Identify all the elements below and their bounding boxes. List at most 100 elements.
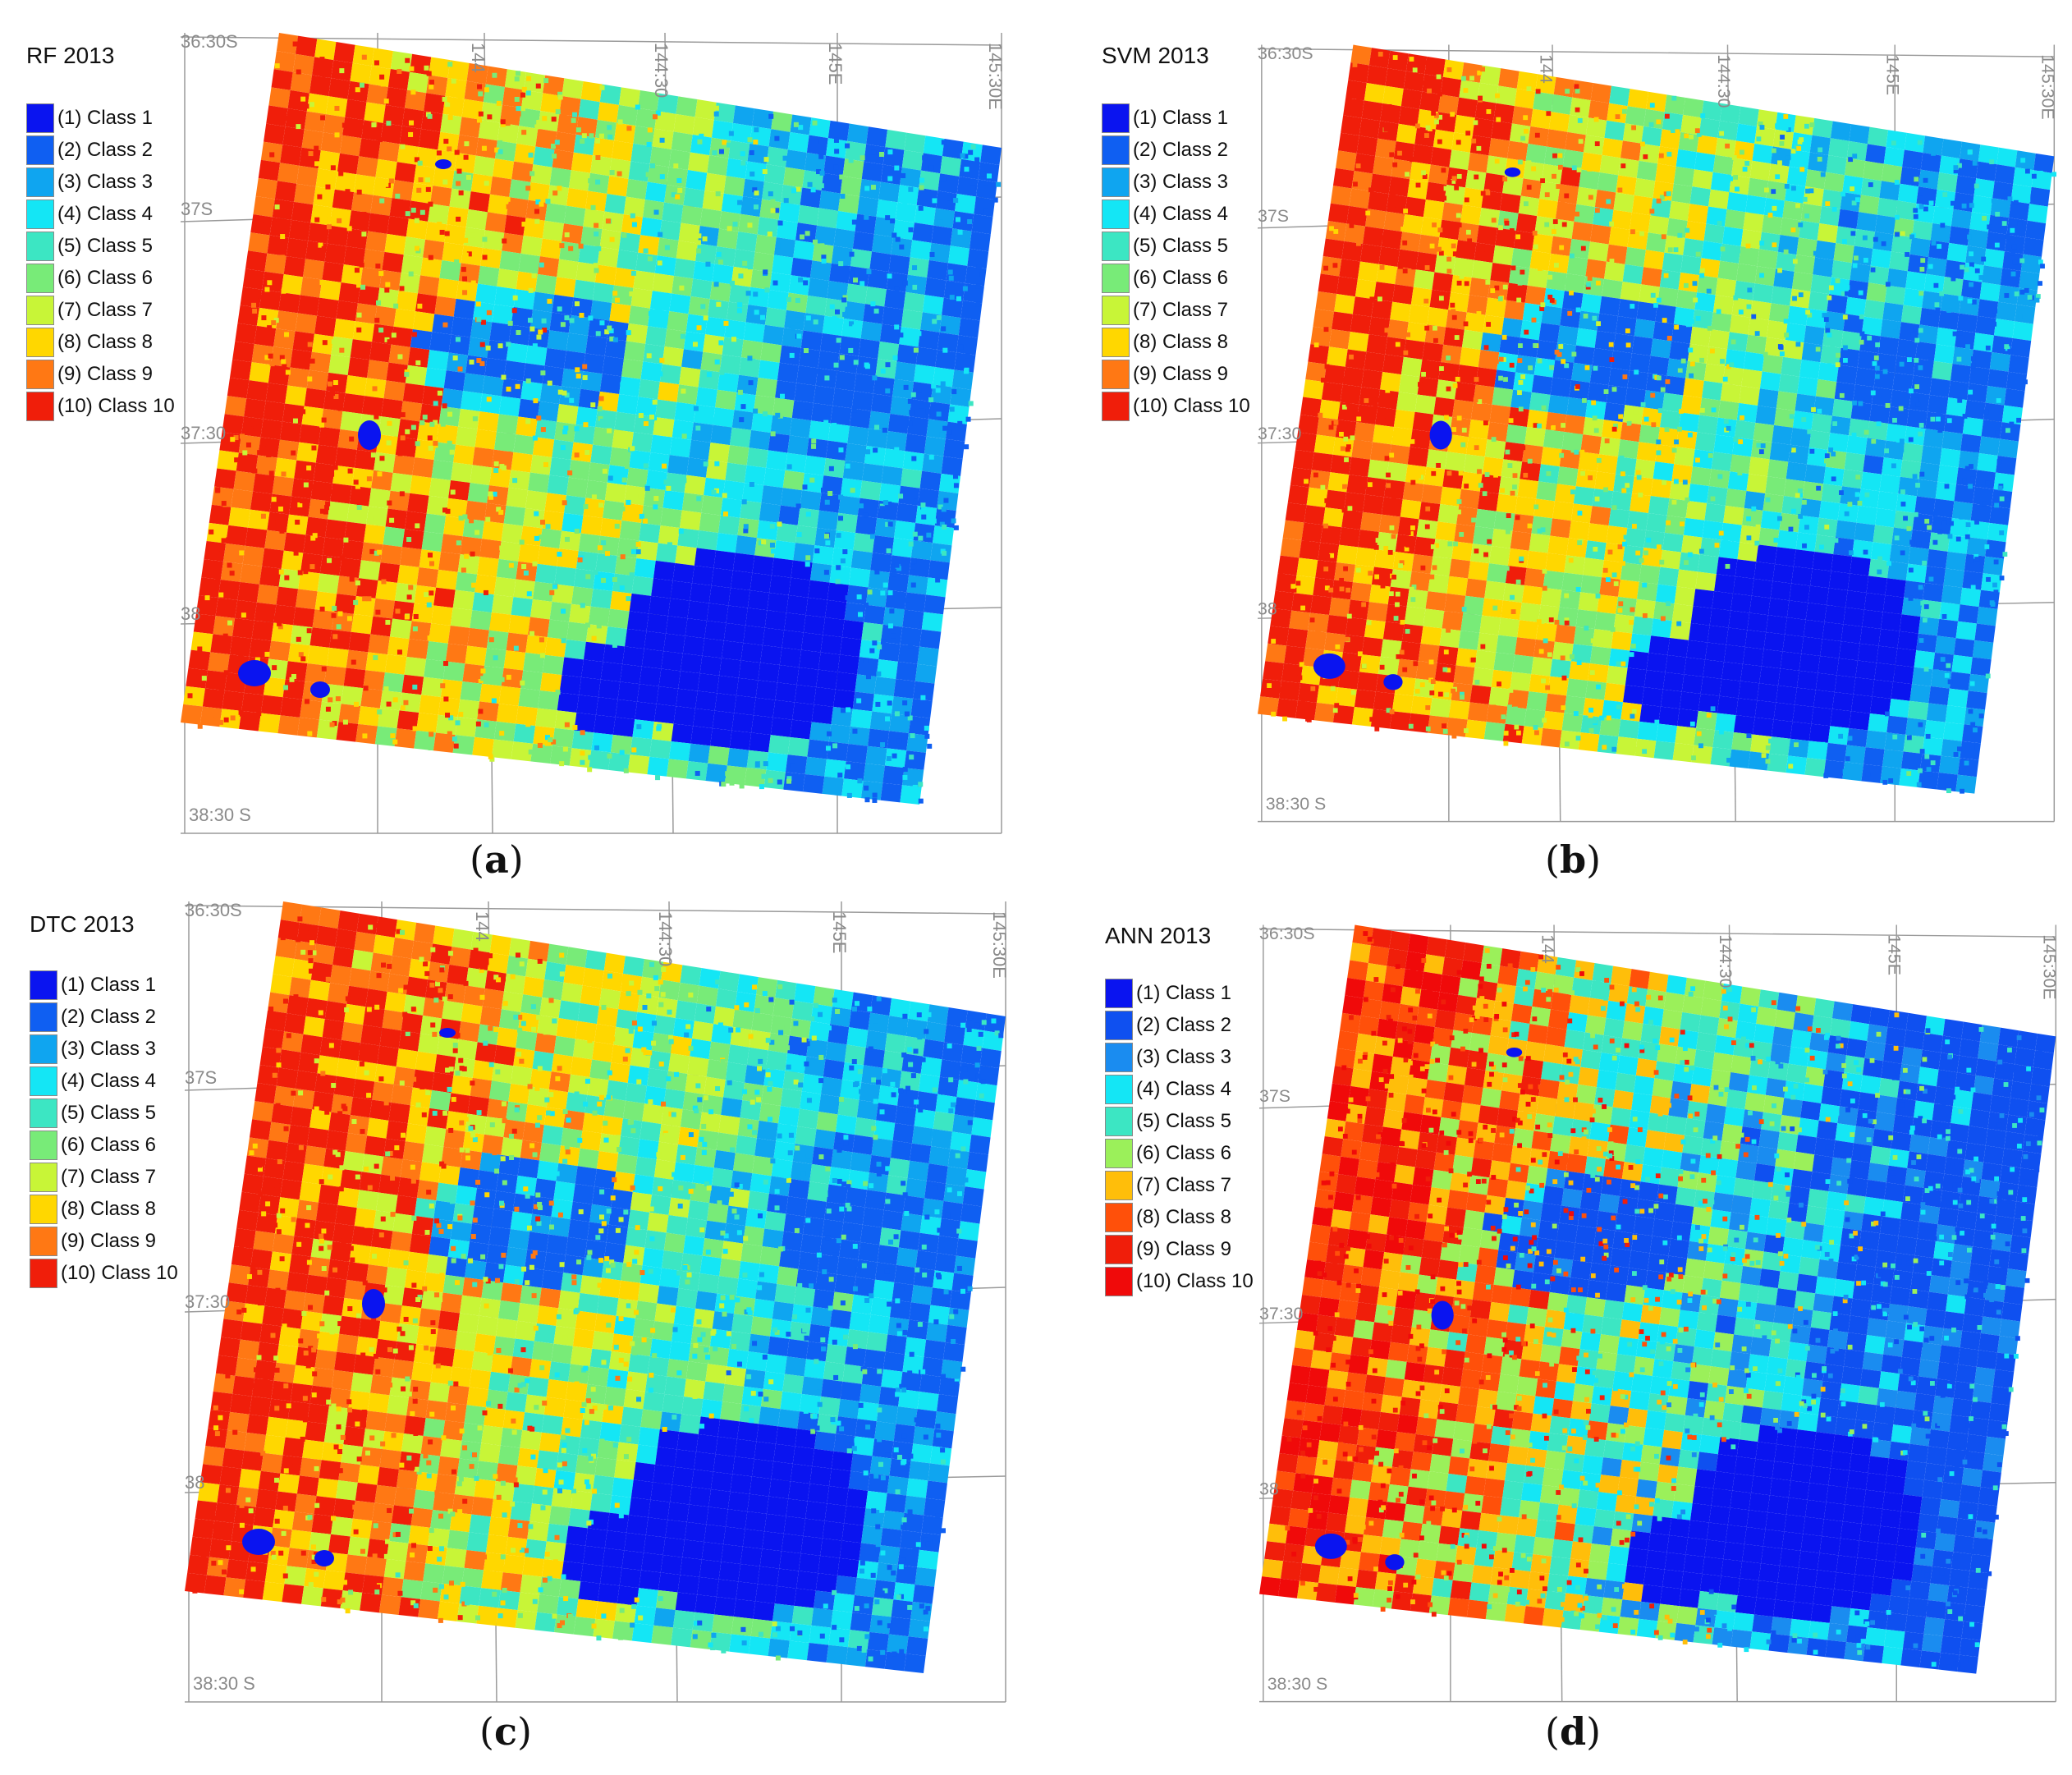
map-cell <box>759 199 782 220</box>
map-speckle <box>1539 306 1545 311</box>
map-cell <box>1505 565 1527 585</box>
map-cell <box>648 452 670 473</box>
map-cell <box>1515 496 1537 516</box>
map-speckle <box>752 187 758 193</box>
map-cell <box>1916 633 1937 653</box>
map-cell <box>1327 472 1350 493</box>
map-speckle <box>1386 472 1391 478</box>
legend-swatch <box>1102 263 1130 293</box>
map-cell <box>1363 494 1384 515</box>
map-cell <box>283 532 306 553</box>
map-cell <box>1318 399 1341 420</box>
map-speckle <box>823 534 829 539</box>
map-speckle <box>543 461 548 467</box>
map-speckle <box>486 310 492 315</box>
map-speckle <box>887 273 892 279</box>
map-speckle <box>819 243 825 249</box>
map-cell <box>256 584 279 605</box>
map-cell <box>1504 300 1525 321</box>
map-speckle <box>1389 613 1395 619</box>
map-speckle <box>764 287 770 293</box>
map-cell <box>1754 126 1776 147</box>
map-cell <box>412 457 434 478</box>
map-speckle <box>1824 524 1830 530</box>
map-cell <box>1465 719 1487 740</box>
map-cell <box>1693 589 1715 608</box>
map-cell <box>226 525 248 546</box>
map-cell <box>319 555 342 576</box>
map-cell <box>1442 611 1464 631</box>
map-speckle <box>1696 131 1702 137</box>
map-cell <box>791 400 814 421</box>
map-cell <box>851 391 873 411</box>
map-speckle <box>516 111 521 117</box>
map-speckle <box>1918 585 1923 590</box>
map-speckle <box>355 87 360 93</box>
map-speckle <box>465 174 471 180</box>
map-speckle <box>362 125 368 131</box>
map-speckle <box>440 683 446 689</box>
map-cell <box>488 612 511 633</box>
map-cell <box>312 57 334 79</box>
map-speckle <box>564 135 570 141</box>
map-cell <box>1710 172 1732 193</box>
map-speckle <box>1685 497 1690 502</box>
map-cell <box>297 295 320 316</box>
map-cell <box>1660 549 1681 570</box>
map-cell <box>1530 108 1552 130</box>
map-speckle <box>1964 719 1970 725</box>
map-speckle <box>792 277 798 282</box>
map-speckle <box>356 501 362 507</box>
map-cell <box>1860 177 1882 198</box>
map-speckle <box>221 538 227 544</box>
map-cell <box>698 369 720 390</box>
map-speckle <box>953 525 959 530</box>
map-speckle <box>266 623 272 629</box>
map-cell <box>518 688 540 709</box>
map-speckle <box>557 306 562 312</box>
map-speckle <box>277 506 283 511</box>
map-cell <box>1442 202 1463 222</box>
map-cell <box>232 341 254 363</box>
map-speckle <box>1689 134 1694 140</box>
map-cell <box>1951 654 1973 674</box>
map-speckle <box>711 489 717 495</box>
map-cell <box>1531 374 1553 395</box>
map-speckle <box>689 192 694 198</box>
map-cell <box>1833 243 1854 264</box>
map-cell <box>1928 686 1950 706</box>
map-cell <box>508 470 530 491</box>
map-cell <box>296 165 319 187</box>
map-speckle <box>537 742 543 748</box>
map-speckle <box>400 144 406 149</box>
map-cell <box>1415 251 1437 273</box>
map-cell <box>307 645 330 666</box>
map-speckle <box>848 158 854 163</box>
map-cell <box>346 649 369 671</box>
map-cell <box>1772 563 1794 584</box>
map-speckle <box>942 550 947 556</box>
map-speckle <box>968 401 974 406</box>
map-speckle <box>213 644 218 650</box>
map-speckle <box>458 190 464 195</box>
legend-swatch <box>1102 391 1130 421</box>
map-cell <box>387 215 409 237</box>
map-cell <box>1673 306 1695 327</box>
map-speckle <box>1916 782 1922 787</box>
map-speckle <box>476 316 482 322</box>
map-cell <box>1643 108 1665 130</box>
map-speckle <box>488 637 494 643</box>
map-speckle <box>307 376 313 382</box>
map-cell <box>952 211 974 232</box>
map-speckle <box>453 743 459 749</box>
map-speckle <box>1364 517 1369 523</box>
map-speckle <box>397 68 402 74</box>
map-speckle <box>395 193 401 199</box>
map-speckle <box>986 173 992 179</box>
map-speckle <box>1972 160 1978 166</box>
map-cell <box>1815 672 1837 692</box>
map-cell <box>763 163 786 185</box>
map-cell <box>937 173 960 194</box>
map-cell <box>229 636 252 657</box>
map-cell <box>1933 344 1955 365</box>
